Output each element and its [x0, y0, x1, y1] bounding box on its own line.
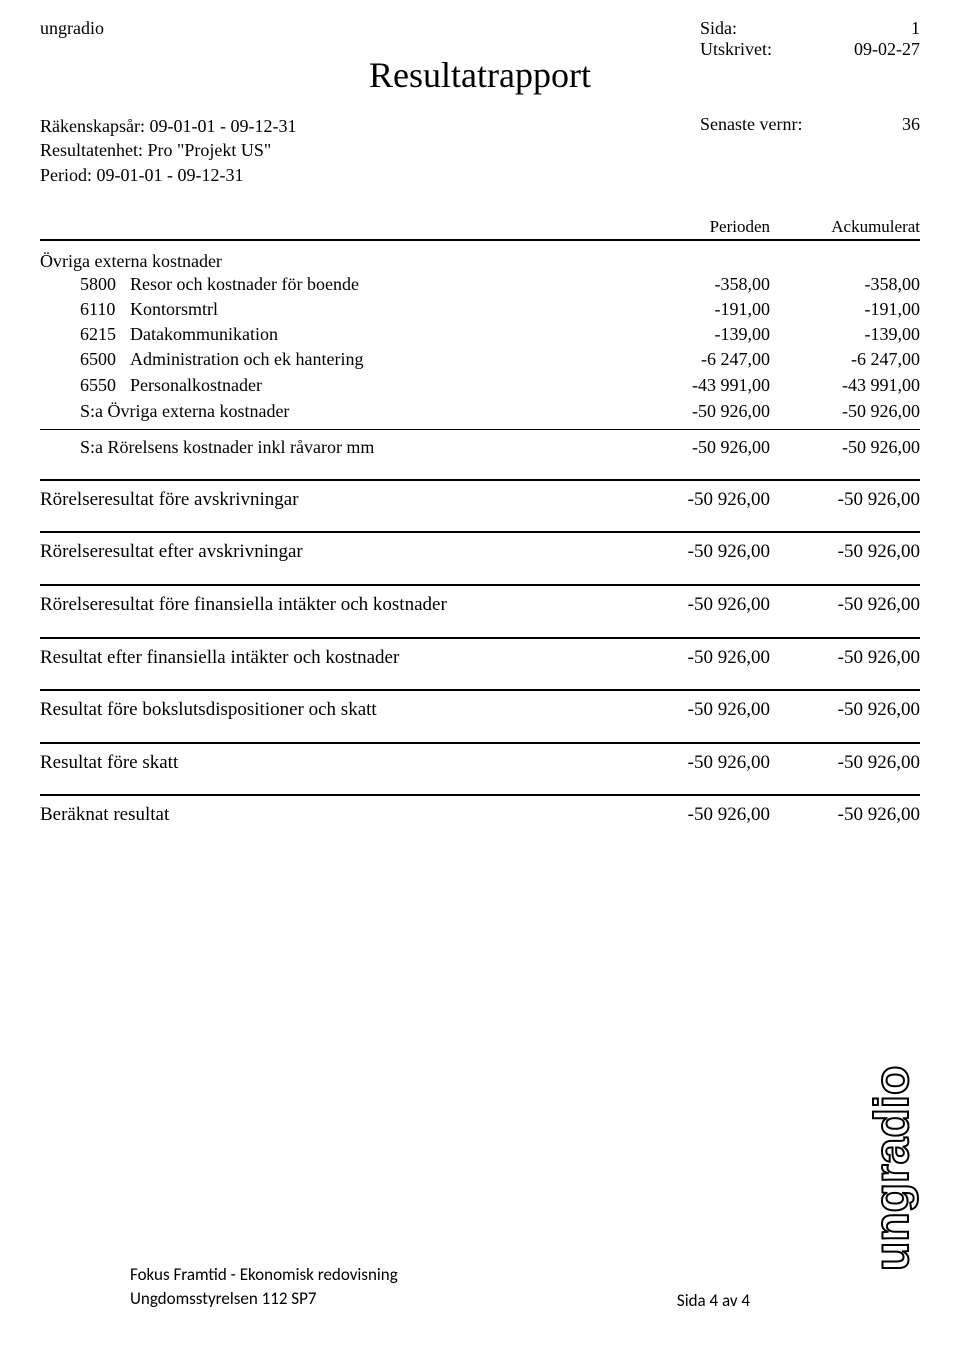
footer-line1: Fokus Framtid - Ekonomisk redovisning: [130, 1263, 398, 1287]
result-accum: -50 926,00: [780, 487, 920, 514]
result-accum: -50 926,00: [780, 802, 920, 829]
account-period: -191,00: [640, 297, 780, 322]
section-header: Övriga externa kostnader: [40, 251, 920, 272]
sum-accum: -50 926,00: [780, 434, 920, 461]
result-label: Beräknat resultat: [40, 802, 640, 829]
divider: [40, 531, 920, 539]
result-period: -50 926,00: [640, 697, 780, 724]
result-unit: Resultatenhet: Pro "Projekt US": [40, 138, 296, 162]
result-row: Beräknat resultat -50 926,00 -50 926,00: [40, 802, 920, 829]
page-number-line: Sida: 1: [700, 18, 920, 39]
account-accum: -358,00: [780, 272, 920, 297]
result-label: Rörelseresultat efter avskrivningar: [40, 539, 640, 566]
result-row: Resultat efter finansiella intäkter och …: [40, 645, 920, 672]
account-accum: -43 991,00: [780, 373, 920, 398]
account-period: -358,00: [640, 272, 780, 297]
result-label: Resultat efter finansiella intäkter och …: [40, 645, 640, 672]
svg-text:ungradio: ungradio: [866, 1066, 919, 1271]
divider: [40, 794, 920, 802]
printed-value: 09-02-27: [830, 39, 920, 60]
title-wrap: Resultatrapport: [40, 54, 920, 96]
result-row: Resultat före skatt -50 926,00 -50 926,0…: [40, 750, 920, 777]
account-period: -43 991,00: [640, 373, 780, 398]
result-accum: -50 926,00: [780, 592, 920, 619]
footer: Fokus Framtid - Ekonomisk redovisning Un…: [0, 1263, 960, 1311]
meta-right: Senaste vernr: 36: [700, 114, 920, 187]
account-desc: Datakommunikation: [120, 322, 640, 347]
account-no: 6500: [40, 347, 120, 372]
sum-period: -50 926,00: [640, 434, 780, 461]
meta-block: Räkenskapsår: 09-01-01 - 09-12-31 Result…: [40, 114, 920, 187]
ungradio-logo-icon: ungradio: [860, 1041, 920, 1271]
latest-no-line: Senaste vernr: 36: [700, 114, 920, 135]
account-no: 6215: [40, 322, 120, 347]
result-accum: -50 926,00: [780, 645, 920, 672]
account-desc: Personalkostnader: [120, 373, 640, 398]
result-accum: -50 926,00: [780, 539, 920, 566]
page-value: 1: [830, 18, 920, 39]
sum-accum: -50 926,00: [780, 398, 920, 425]
footer-line2: Ungdomsstyrelsen 112 SP7: [130, 1287, 398, 1311]
account-no: 6550: [40, 373, 120, 398]
footer-inner: Fokus Framtid - Ekonomisk redovisning Un…: [40, 1263, 920, 1311]
account-period: -139,00: [640, 322, 780, 347]
account-desc: Kontorsmtrl: [120, 297, 640, 322]
col-period: Perioden: [640, 217, 780, 237]
divider: [40, 689, 920, 697]
divider: [40, 637, 920, 645]
account-period: -6 247,00: [640, 347, 780, 372]
result-label: Rörelseresultat före finansiella intäkte…: [40, 592, 640, 619]
result-label: Resultat före bokslutsdispositioner och …: [40, 697, 640, 724]
result-label: Rörelseresultat före avskrivningar: [40, 487, 640, 514]
result-row: Rörelseresultat före finansiella intäkte…: [40, 592, 920, 619]
result-row: Resultat före bokslutsdispositioner och …: [40, 697, 920, 724]
col-accum: Ackumulerat: [780, 217, 920, 237]
latest-no-label: Senaste vernr:: [700, 114, 830, 135]
footer-page: Sida 4 av 4: [677, 1290, 750, 1311]
sum-rorelse: S:a Rörelsens kostnader inkl råvaror mm …: [40, 434, 920, 461]
result-period: -50 926,00: [640, 487, 780, 514]
result-accum: -50 926,00: [780, 750, 920, 777]
result-row: Rörelseresultat efter avskrivningar -50 …: [40, 539, 920, 566]
account-accum: -139,00: [780, 322, 920, 347]
period: Period: 09-01-01 - 09-12-31: [40, 163, 296, 187]
result-row: Rörelseresultat före avskrivningar -50 9…: [40, 487, 920, 514]
meta-left: Räkenskapsår: 09-01-01 - 09-12-31 Result…: [40, 114, 296, 187]
table-row: 5800 Resor och kostnader för boende -358…: [40, 272, 920, 297]
account-desc: Administration och ek hantering: [120, 347, 640, 372]
printed-line: Utskrivet: 09-02-27: [700, 39, 920, 60]
result-accum: -50 926,00: [780, 697, 920, 724]
doc-id: ungradio: [40, 18, 104, 39]
page-label: Sida:: [700, 18, 830, 39]
result-period: -50 926,00: [640, 802, 780, 829]
divider: [40, 479, 920, 487]
sum-label: S:a Rörelsens kostnader inkl råvaror mm: [40, 434, 640, 461]
footer-left: Fokus Framtid - Ekonomisk redovisning Un…: [130, 1263, 398, 1311]
header-right: Sida: 1 Utskrivet: 09-02-27: [700, 18, 920, 60]
sum-externa: S:a Övriga externa kostnader -50 926,00 …: [40, 398, 920, 425]
table-row: 6500 Administration och ek hantering -6 …: [40, 347, 920, 372]
latest-no-value: 36: [830, 114, 920, 135]
account-no: 6110: [40, 297, 120, 322]
table-row: 6110 Kontorsmtrl -191,00 -191,00: [40, 297, 920, 322]
sum-period: -50 926,00: [640, 398, 780, 425]
divider: [40, 742, 920, 750]
account-no: 5800: [40, 272, 120, 297]
column-headers: Perioden Ackumulerat: [40, 217, 920, 241]
fiscal-year: Räkenskapsår: 09-01-01 - 09-12-31: [40, 114, 296, 138]
account-accum: -191,00: [780, 297, 920, 322]
report-title: Resultatrapport: [40, 54, 920, 96]
table-row: 6215 Datakommunikation -139,00 -139,00: [40, 322, 920, 347]
result-period: -50 926,00: [640, 539, 780, 566]
account-desc: Resor och kostnader för boende: [120, 272, 640, 297]
result-period: -50 926,00: [640, 592, 780, 619]
result-label: Resultat före skatt: [40, 750, 640, 777]
result-period: -50 926,00: [640, 645, 780, 672]
account-accum: -6 247,00: [780, 347, 920, 372]
table-row: 6550 Personalkostnader -43 991,00 -43 99…: [40, 373, 920, 398]
sum-label: S:a Övriga externa kostnader: [40, 398, 640, 425]
divider: [40, 584, 920, 592]
result-period: -50 926,00: [640, 750, 780, 777]
printed-label: Utskrivet:: [700, 39, 830, 60]
